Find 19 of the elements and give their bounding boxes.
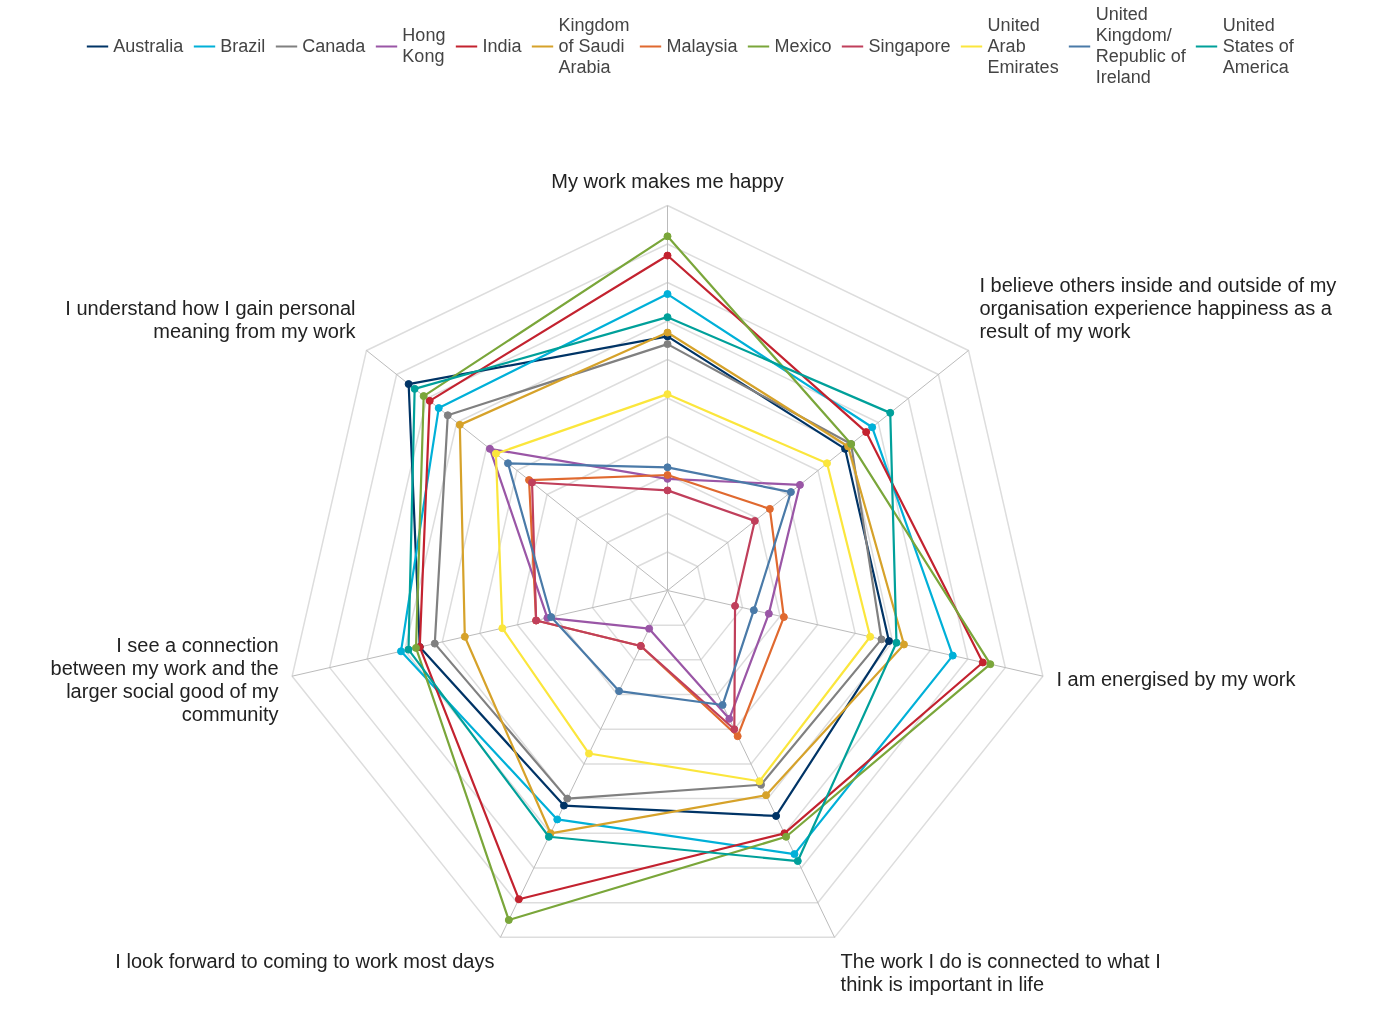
legend-label: United Kingdom/ Republic of Ireland	[1095, 4, 1186, 88]
spoke-label: I understand how I gain personal meaning from my work	[65, 296, 357, 342]
spoke-label: I see a connection between my work and the larger social good of my community	[50, 633, 279, 725]
legend-label: Brazil	[220, 35, 266, 57]
legend-label: Mexico	[774, 35, 832, 57]
legend-label: United Arab Emirates	[987, 14, 1059, 78]
legend-label: India	[482, 35, 522, 57]
legend-label: Hong Kong	[402, 25, 446, 67]
spoke-label: My work makes me happy	[551, 169, 784, 192]
spoke-label: I believe others inside and outside of my organisation experience happiness as a result of my work	[979, 273, 1337, 342]
spoke-label: I look forward to coming to work most days	[115, 949, 495, 972]
legend-label: United States of America	[1222, 14, 1294, 78]
legend-label: Malaysia	[666, 35, 738, 57]
legend-label: Singapore	[868, 35, 951, 57]
legend-label: Kingdom of Saudi Arabia	[558, 14, 630, 78]
legend-label: Canada	[302, 35, 366, 57]
legend-label: Australia	[113, 35, 184, 57]
spoke-label: I am energised by my work	[1056, 668, 1297, 691]
spoke-label: The work I do is connected to what I think is important in life	[840, 949, 1161, 996]
